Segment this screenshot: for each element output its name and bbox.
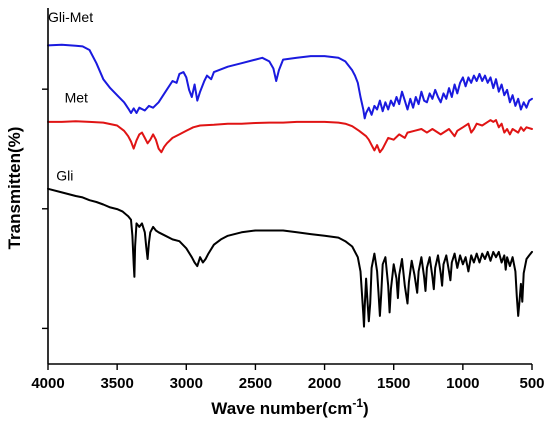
x-tick-label: 3000	[170, 375, 203, 392]
series-label-met: Met	[65, 89, 88, 105]
series-label-gli: Gli	[56, 168, 73, 184]
series-labels: Gli-Met Met Gli	[48, 9, 93, 183]
x-tick-label: 500	[519, 375, 544, 392]
plot-area: Gli-Met Met Gli 4000 3500 3000 2500 2000 1500 10…	[31, 8, 545, 392]
series-label-gli-met: Gli-Met	[48, 9, 93, 25]
x-tick-label: 4000	[31, 375, 64, 392]
y-axis-ticks	[42, 88, 48, 330]
x-tick-label: 1000	[446, 375, 479, 392]
x-tick-label: 2000	[308, 375, 341, 392]
x-axis-title-suffix: )	[363, 399, 369, 418]
x-tick-label: 2500	[239, 375, 272, 392]
series-line-gli-met	[47, 43, 533, 120]
y-axis-title: Transmitten(%)	[5, 127, 24, 250]
x-axis-title-superscript: -1	[352, 396, 363, 410]
x-tick-label: 3500	[100, 375, 133, 392]
x-axis-ticks: 4000 3500 3000 2500 2000 1500 1000 500	[31, 364, 545, 392]
series-line-gli	[47, 187, 533, 328]
series-group	[47, 43, 533, 328]
series-line-met	[47, 119, 533, 154]
x-tick-label: 1500	[377, 375, 410, 392]
x-axis-title: Wave number(cm-1)	[211, 396, 368, 418]
